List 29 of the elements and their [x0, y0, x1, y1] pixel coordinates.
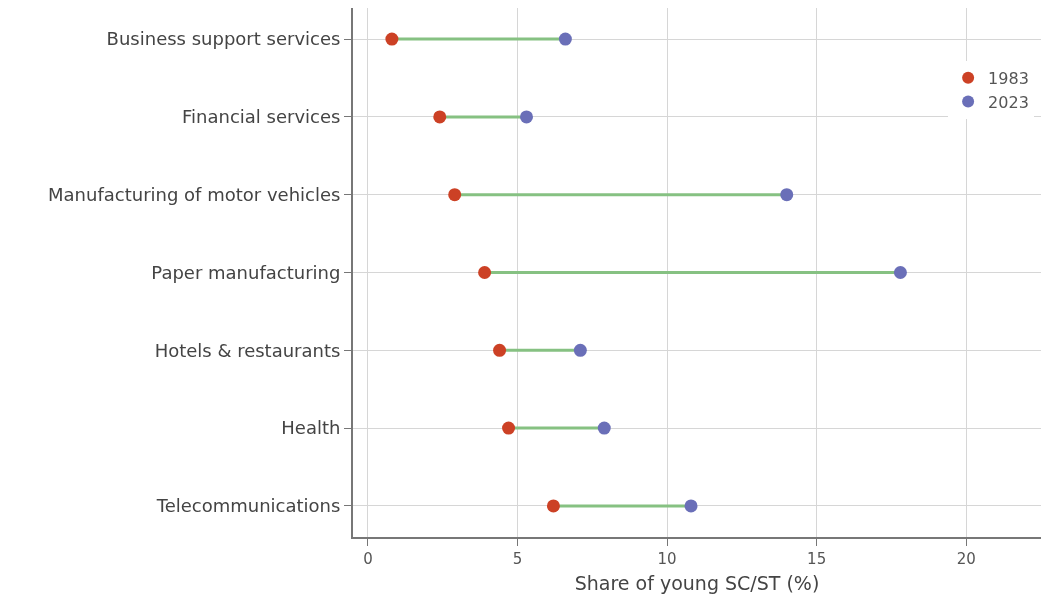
legend-label: 2023	[988, 92, 1029, 112]
y-tick-label: Financial services	[181, 106, 341, 128]
point	[893, 266, 907, 279]
y-tick-label: Hotels & restaurants	[154, 339, 341, 361]
point	[478, 266, 492, 279]
point	[597, 421, 611, 435]
point	[520, 110, 533, 124]
point	[493, 343, 507, 357]
point	[502, 421, 516, 435]
point	[448, 188, 462, 202]
point	[546, 499, 560, 513]
x-tick-label: 5	[512, 550, 523, 568]
x-tick-label: 20	[956, 550, 976, 568]
y-tick-label: Business support services	[106, 28, 341, 50]
y-tick-label: Telecommunications	[155, 495, 341, 517]
point	[558, 32, 572, 46]
point	[684, 499, 698, 513]
x-axis-title: Share of young SC/ST (%)	[574, 572, 820, 595]
point	[385, 32, 399, 46]
y-tick-label: Manufacturing of motor vehicles	[48, 184, 341, 206]
x-tick-label: 0	[363, 550, 373, 568]
x-tick-label: 15	[807, 550, 827, 568]
legend-label: 1983	[988, 69, 1029, 89]
point	[433, 110, 447, 124]
point	[780, 188, 794, 202]
x-tick-label: 10	[657, 550, 677, 568]
point	[573, 343, 587, 357]
y-tick-label: Paper manufacturing	[151, 261, 341, 283]
y-tick-label: Health	[281, 417, 341, 439]
